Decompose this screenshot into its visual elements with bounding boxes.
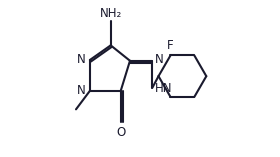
Text: N: N [77, 84, 86, 97]
Text: N: N [155, 54, 164, 67]
Text: HN: HN [155, 82, 172, 95]
Text: F: F [166, 39, 173, 52]
Text: N: N [77, 54, 86, 67]
Text: O: O [117, 126, 126, 138]
Text: NH₂: NH₂ [100, 7, 123, 20]
